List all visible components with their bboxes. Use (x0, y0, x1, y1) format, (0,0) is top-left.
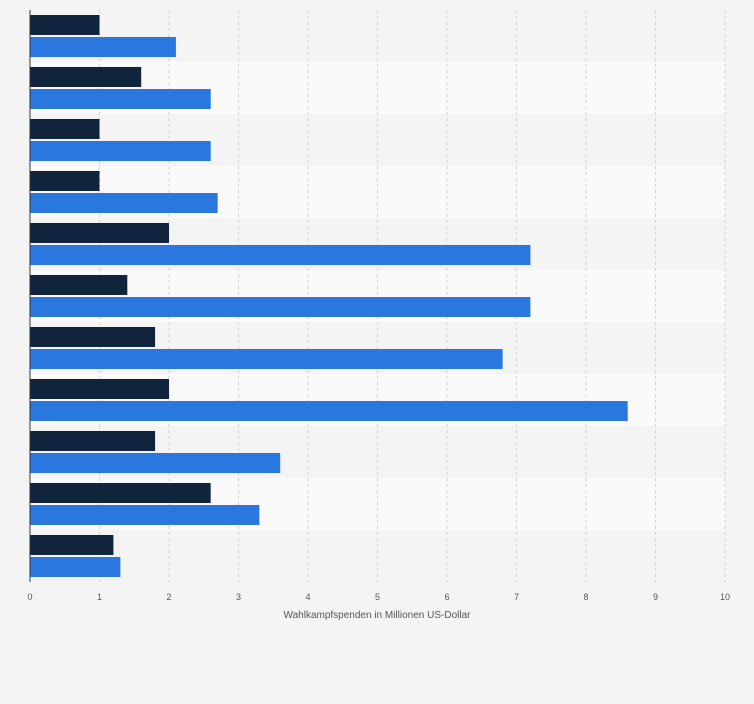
x-tick-label: 6 (444, 592, 449, 602)
x-tick-label: 2 (166, 592, 171, 602)
x-tick-labels: 0 1 2 3 4 5 6 7 8 9 10 (27, 592, 730, 602)
bar-series-2 (30, 349, 503, 369)
bar-series-2 (30, 297, 531, 317)
bar-series-2 (30, 37, 176, 57)
bar-series-1 (30, 483, 211, 503)
bar-series-1 (30, 327, 156, 347)
x-tick-label: 0 (27, 592, 32, 602)
x-tick-label: 9 (653, 592, 658, 602)
x-tick-label: 3 (236, 592, 241, 602)
bar-series-1 (30, 535, 114, 555)
bar-series-1 (30, 275, 128, 295)
bar-series-1 (30, 223, 169, 243)
x-tick-label: 7 (514, 592, 519, 602)
x-tick-label: 5 (375, 592, 380, 602)
bar-series-2 (30, 505, 260, 525)
x-tick-label: 1 (97, 592, 102, 602)
bar-series-2 (30, 453, 281, 473)
bar-series-2 (30, 89, 211, 109)
bar-series-1 (30, 431, 156, 451)
bar-series-2 (30, 401, 628, 421)
bar-series-1 (30, 119, 100, 139)
bars (30, 15, 628, 577)
x-tick-label: 10 (720, 592, 730, 602)
bar-series-1 (30, 15, 100, 35)
bar-series-2 (30, 557, 121, 577)
bar-series-2 (30, 245, 531, 265)
x-axis-label: Wahlkampfspenden in Millionen US-Dollar (284, 610, 472, 621)
bar-series-1 (30, 67, 142, 87)
bar-series-1 (30, 171, 100, 191)
bar-series-2 (30, 141, 211, 161)
x-tick-label: 8 (583, 592, 588, 602)
bar-series-2 (30, 193, 218, 213)
bar-series-1 (30, 379, 169, 399)
x-tick-label: 4 (305, 592, 310, 602)
